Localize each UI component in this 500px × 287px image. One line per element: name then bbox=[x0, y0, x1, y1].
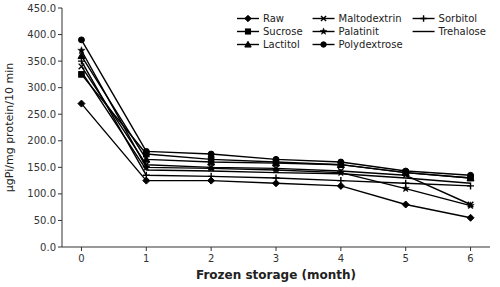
y-tick bbox=[58, 167, 62, 168]
y-tick bbox=[58, 34, 62, 35]
x-tick bbox=[81, 247, 82, 251]
legend-marker bbox=[245, 15, 251, 21]
x-tick bbox=[340, 247, 341, 251]
plot-area bbox=[78, 37, 474, 221]
legend-background bbox=[233, 8, 490, 55]
point-marker bbox=[78, 37, 84, 43]
point-marker bbox=[467, 202, 474, 209]
y-axis-title: μgPi/mg protein/10 min bbox=[3, 63, 16, 192]
legend-marker bbox=[245, 41, 251, 47]
point-marker bbox=[402, 201, 409, 208]
point-marker bbox=[273, 156, 279, 162]
point-marker bbox=[338, 159, 344, 165]
series-line bbox=[81, 61, 470, 186]
y-tick-label: 200.0 bbox=[27, 135, 56, 146]
legend-label: Polydextrose bbox=[339, 39, 403, 50]
series-line bbox=[81, 50, 470, 205]
point-marker bbox=[273, 174, 280, 181]
legend-item: Sucrose bbox=[237, 26, 303, 37]
point-marker bbox=[403, 168, 409, 174]
y-tick bbox=[58, 247, 62, 248]
x-tick bbox=[276, 247, 277, 251]
legend-item: Sorbitol bbox=[413, 13, 478, 24]
x-tick bbox=[470, 247, 471, 251]
y-tick-label: 350.0 bbox=[27, 56, 56, 67]
point-marker bbox=[337, 169, 344, 176]
y-tick-label: 0.0 bbox=[40, 242, 56, 253]
legend-marker bbox=[321, 16, 326, 21]
point-marker bbox=[208, 151, 214, 157]
axes: 0 1 2 3 4 5 6 0.0 50.0 100.0 150.0 200.0 250.0 300.0 3… bbox=[27, 3, 490, 265]
x-tick-label: 4 bbox=[338, 253, 344, 264]
x-tick-label: 2 bbox=[208, 253, 214, 264]
legend-label: Trehalose bbox=[438, 26, 486, 37]
legend-item: Raw bbox=[237, 13, 284, 24]
y-tick bbox=[58, 8, 62, 9]
point-marker bbox=[208, 173, 215, 180]
series-line bbox=[81, 40, 470, 175]
y-tick-label: 100.0 bbox=[27, 188, 56, 199]
y-tick-label: 150.0 bbox=[27, 162, 56, 173]
x-tick-label: 6 bbox=[467, 253, 473, 264]
legend-item: Lactitol bbox=[237, 39, 300, 50]
point-marker bbox=[143, 172, 150, 179]
y-axis-line bbox=[62, 8, 63, 247]
legend-marker bbox=[245, 29, 250, 34]
legend-item: Palatinit bbox=[313, 26, 379, 37]
x-tick-label: 0 bbox=[78, 253, 84, 264]
legend-label: Lactitol bbox=[263, 39, 300, 50]
series-line bbox=[81, 72, 470, 184]
legend: Raw Sucrose Lactitol Maltodextrin Palatinit P… bbox=[233, 8, 490, 55]
legend-item: Polydextrose bbox=[313, 39, 403, 50]
x-tick bbox=[211, 247, 212, 251]
y-tick bbox=[58, 220, 62, 221]
legend-label: Raw bbox=[263, 13, 284, 24]
point-marker bbox=[143, 148, 149, 154]
legend-label: Sorbitol bbox=[439, 13, 478, 24]
point-marker bbox=[78, 100, 85, 107]
y-tick-label: 450.0 bbox=[27, 3, 56, 14]
point-marker bbox=[402, 180, 409, 187]
x-axis-title: Frozen storage (month) bbox=[196, 268, 356, 282]
y-tick bbox=[58, 87, 62, 88]
chart: 0 1 2 3 4 5 6 0.0 50.0 100.0 150.0 200.0 250.0 300.0 3… bbox=[0, 0, 500, 287]
legend-label: Sucrose bbox=[263, 26, 303, 37]
point-marker bbox=[78, 47, 85, 54]
x-tick bbox=[146, 247, 147, 251]
y-tick bbox=[58, 61, 62, 62]
legend-item: Maltodextrin bbox=[313, 13, 402, 24]
y-tick-label: 250.0 bbox=[27, 109, 56, 120]
legend-marker bbox=[320, 28, 327, 34]
legend-marker bbox=[420, 15, 426, 21]
x-tick bbox=[405, 247, 406, 251]
point-marker bbox=[337, 177, 344, 184]
y-tick bbox=[58, 193, 62, 194]
x-tick-label: 1 bbox=[143, 253, 149, 264]
legend-label: Palatinit bbox=[339, 26, 379, 37]
point-marker bbox=[78, 58, 85, 65]
y-tick bbox=[58, 140, 62, 141]
legend-marker bbox=[321, 42, 326, 47]
y-tick-label: 400.0 bbox=[27, 29, 56, 40]
y-tick bbox=[58, 114, 62, 115]
x-tick-label: 5 bbox=[403, 253, 409, 264]
point-marker bbox=[468, 172, 474, 178]
y-tick-label: 300.0 bbox=[27, 82, 56, 93]
legend-label: Maltodextrin bbox=[339, 13, 402, 24]
series-line bbox=[81, 74, 470, 178]
legend-swatch bbox=[413, 31, 435, 32]
y-tick-label: 50.0 bbox=[34, 215, 56, 226]
x-tick-label: 3 bbox=[273, 253, 279, 264]
legend-item: Trehalose bbox=[413, 26, 486, 37]
point-marker bbox=[467, 214, 474, 221]
